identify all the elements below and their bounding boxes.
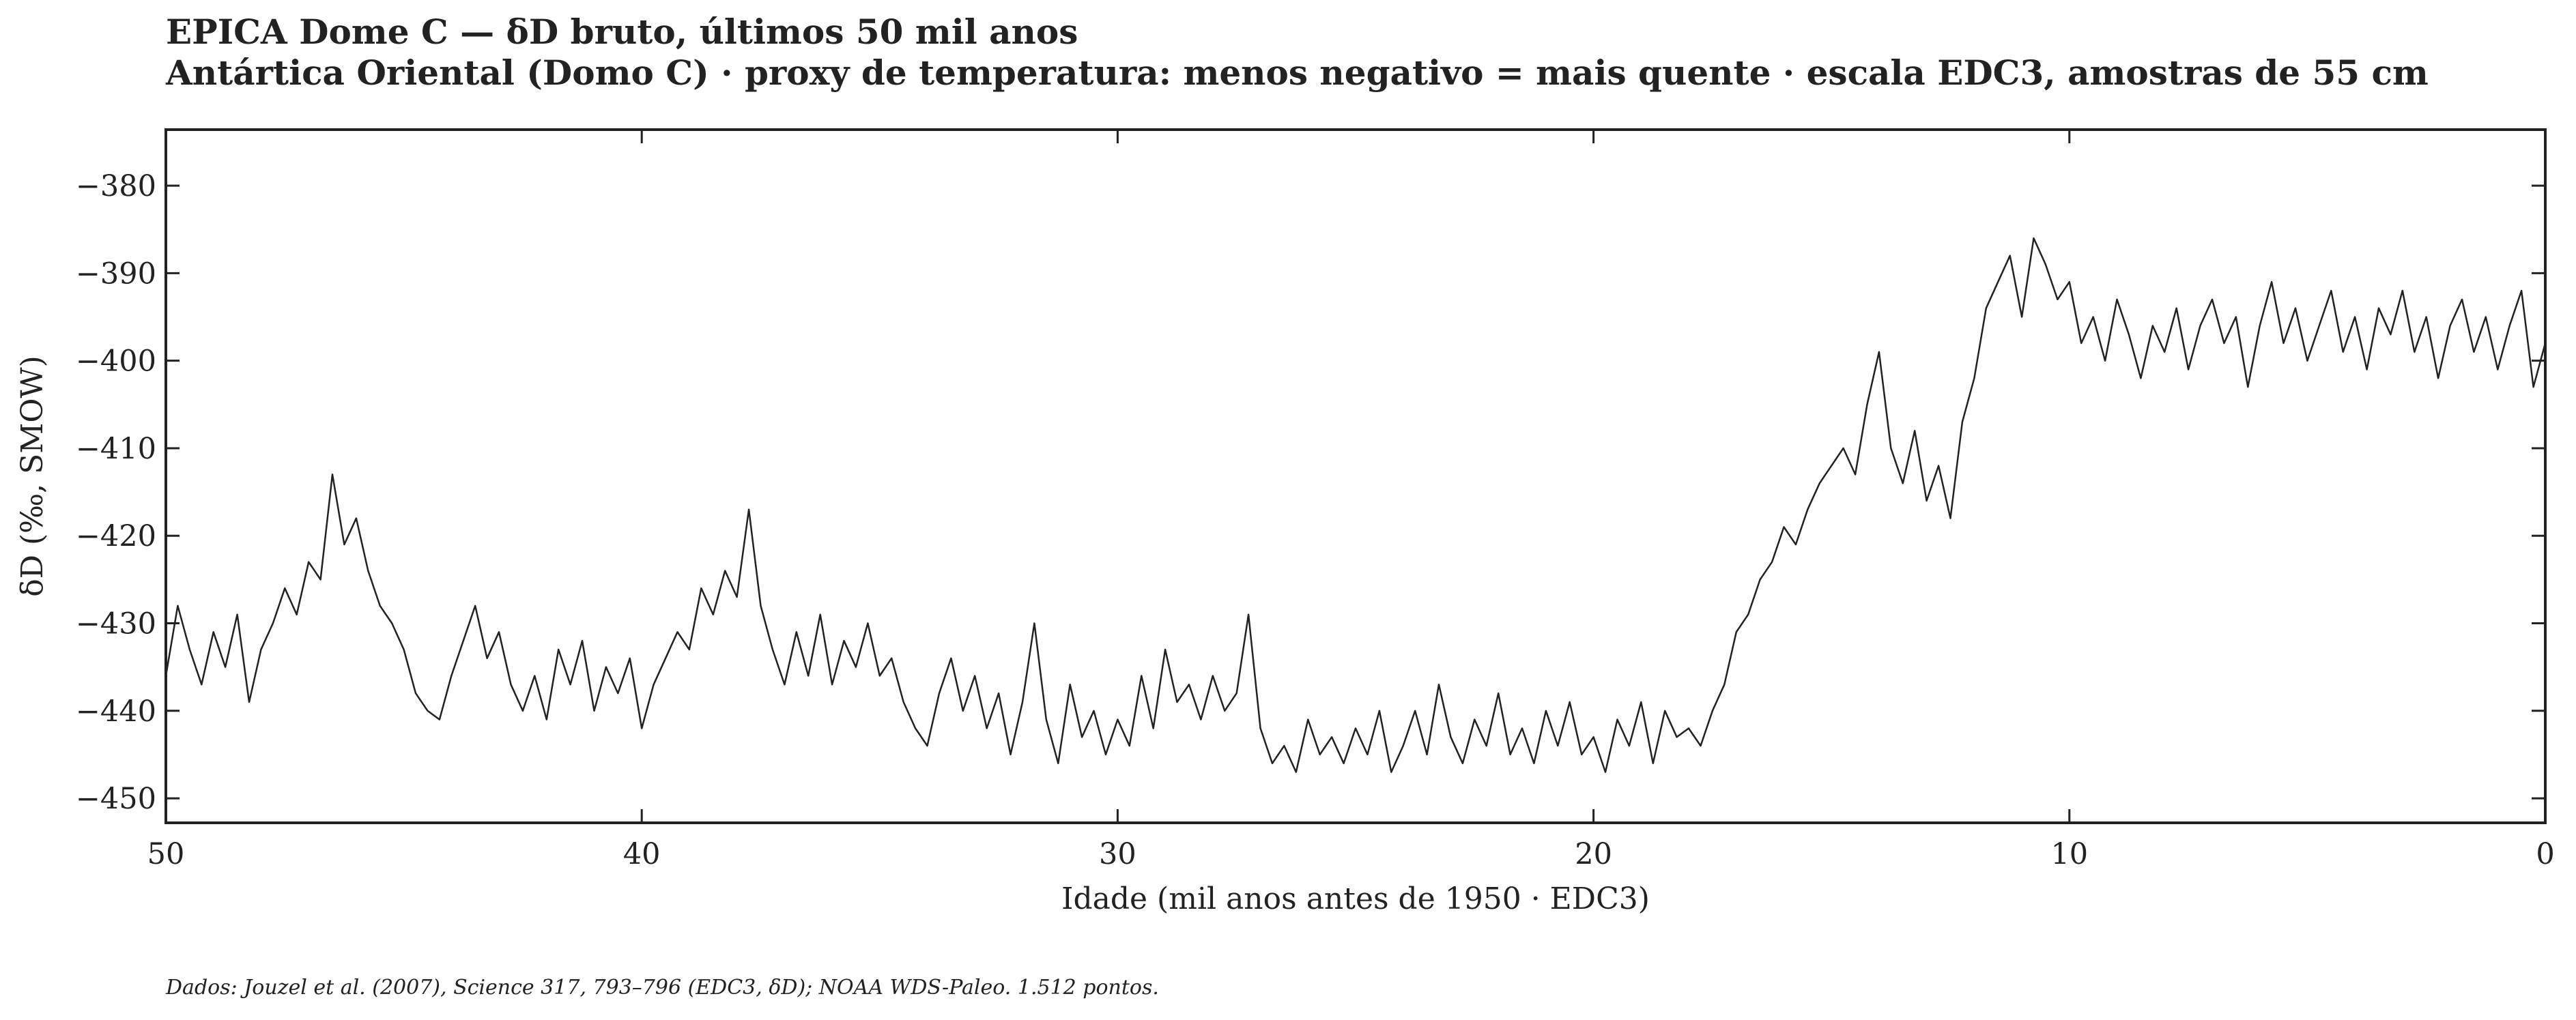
y-tick-label: −450	[76, 782, 156, 816]
x-axis-label: Idade (mil anos antes de 1950 · EDC3)	[1061, 881, 1650, 916]
x-tick-label: 10	[2050, 837, 2088, 871]
y-tick-label: −420	[76, 519, 156, 553]
y-tick-label: −400	[76, 345, 156, 379]
x-tick-label: 50	[147, 837, 185, 871]
y-axis-label: δD (‰, SMOW)	[15, 355, 50, 597]
chart-subtitle: Antártica Oriental (Domo C) · proxy de t…	[165, 53, 2429, 93]
y-tick-label: −410	[76, 432, 156, 466]
data-line	[164, 237, 2547, 773]
x-tick-label: 0	[2536, 837, 2554, 871]
y-tick-label: −380	[76, 169, 156, 203]
x-tick-label: 30	[1099, 837, 1136, 871]
y-tick-label: −390	[76, 257, 156, 291]
plot-frame	[164, 128, 2547, 824]
y-tick-label: −430	[76, 607, 156, 641]
y-tick-label: −440	[76, 695, 156, 729]
x-tick-label: 20	[1575, 837, 1612, 871]
x-tick-label: 40	[623, 837, 661, 871]
footnote: Dados: Jouzel et al. (2007), Science 317…	[165, 976, 1159, 1000]
chart-title: EPICA Dome C — δD bruto, últimos 50 mil …	[166, 12, 1078, 52]
